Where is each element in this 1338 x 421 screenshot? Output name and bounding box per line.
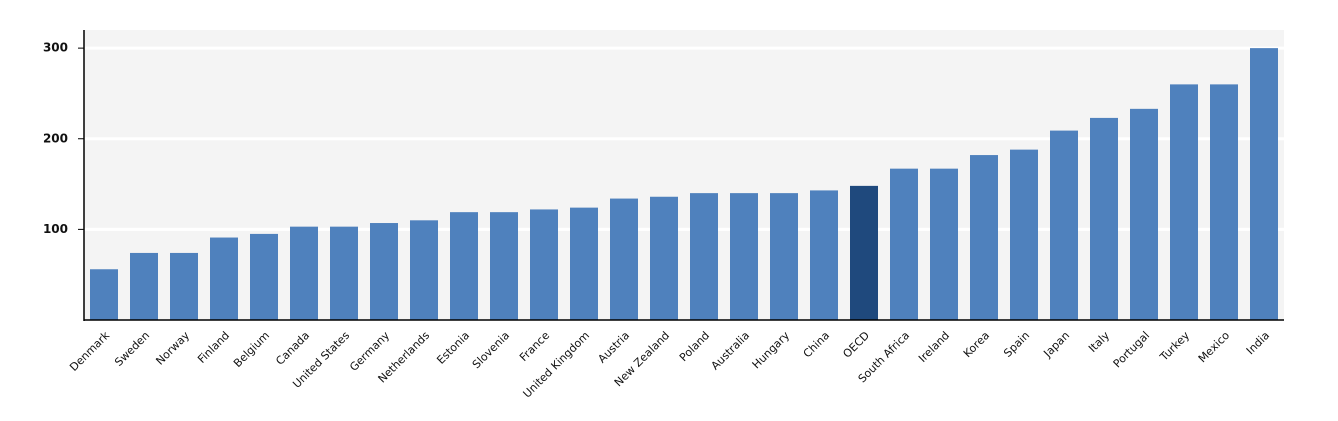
- bar: [1210, 84, 1238, 320]
- bar: [170, 252, 198, 320]
- bar: [530, 209, 558, 320]
- bar: [1010, 149, 1038, 320]
- bar: [850, 185, 878, 320]
- x-tick-label: Estonia: [434, 329, 472, 367]
- x-tick-label: Sweden: [112, 329, 152, 369]
- bar: [250, 233, 278, 320]
- bar: [610, 198, 638, 320]
- x-tick-label: Korea: [961, 329, 992, 360]
- x-tick-label: Austria: [595, 329, 632, 366]
- x-tick-label: Poland: [677, 329, 712, 364]
- x-tick-label: Italy: [1086, 329, 1112, 355]
- bar: [1170, 84, 1198, 320]
- x-tick-label: Ireland: [916, 329, 952, 365]
- bar: [410, 220, 438, 320]
- x-tick-label: Spain: [1001, 329, 1032, 360]
- x-tick-label: Mexico: [1196, 329, 1233, 366]
- x-tick-label: OECD: [840, 329, 872, 361]
- plot-background: [84, 30, 1284, 320]
- x-tick-label: Denmark: [67, 328, 112, 373]
- bar: [90, 269, 118, 320]
- bar: [890, 168, 918, 320]
- x-tick-label: Hungary: [750, 329, 793, 372]
- y-tick-label: 300: [43, 41, 68, 55]
- bar: [570, 207, 598, 320]
- x-tick-label: Australia: [709, 329, 753, 373]
- x-tick-label: Slovenia: [470, 329, 512, 371]
- bar: [130, 252, 158, 320]
- x-tick-label: Portugal: [1111, 329, 1152, 370]
- x-tick-label: India: [1244, 329, 1272, 357]
- bar: [1090, 117, 1118, 320]
- bar: [450, 212, 478, 320]
- x-tick-label: Finland: [195, 329, 232, 366]
- bar: [650, 196, 678, 320]
- bar: [490, 212, 518, 320]
- bar: [770, 193, 798, 320]
- bar: [1050, 130, 1078, 320]
- bar: [730, 193, 758, 320]
- bar: [930, 168, 958, 320]
- y-tick-label: 200: [43, 131, 68, 145]
- x-tick-label: Belgium: [231, 329, 272, 370]
- x-tick-label: Japan: [1041, 329, 1073, 361]
- bar: [290, 226, 318, 320]
- bar: [810, 190, 838, 320]
- bar: [210, 237, 238, 320]
- bar: [370, 223, 398, 320]
- bar: [1250, 48, 1278, 320]
- x-tick-label: France: [517, 329, 552, 364]
- bar: [330, 226, 358, 320]
- bar: [1130, 108, 1158, 320]
- x-tick-label: Canada: [273, 329, 312, 368]
- bar: [690, 193, 718, 320]
- x-tick-label: China: [801, 329, 832, 360]
- x-tick-label: Turkey: [1157, 329, 1193, 365]
- bar: [970, 155, 998, 320]
- x-tick-label: Norway: [153, 329, 192, 368]
- y-tick-label: 100: [43, 222, 68, 236]
